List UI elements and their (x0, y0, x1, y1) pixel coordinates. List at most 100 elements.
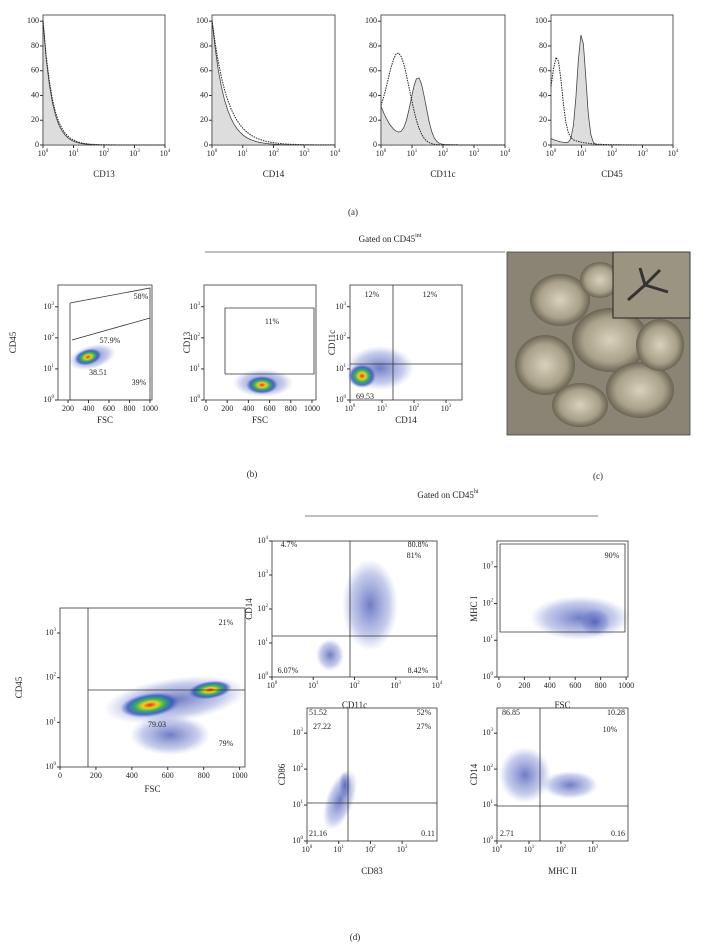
tick-label: 103 (397, 845, 408, 854)
tick-exp: 3 (477, 149, 480, 154)
density-cloud (74, 348, 102, 366)
tick-label: 101 (576, 149, 587, 158)
tick-exp: 2 (52, 333, 55, 338)
tick-base: 10 (268, 149, 276, 158)
tick-label: 103 (299, 149, 310, 158)
tick-base: 10 (44, 302, 52, 311)
tick-base: 10 (365, 845, 373, 854)
tick-exp: 1 (341, 845, 344, 850)
tick-label: 200 (518, 681, 530, 690)
tick-base: 10 (637, 149, 645, 158)
tick-label: 60 (369, 66, 377, 75)
tick-exp: 2 (266, 604, 269, 609)
tick-label: 102 (438, 149, 449, 158)
tick-exp: 1 (76, 149, 79, 154)
tick-label: 80 (369, 41, 377, 50)
tick-label: 80 (539, 41, 547, 50)
tick-exp: 2 (491, 764, 494, 769)
y-axis-label: CD86 (277, 763, 287, 785)
tick-label: 100 (293, 836, 304, 845)
tick-label: 101 (377, 404, 388, 413)
tick-exp: 3 (596, 845, 599, 850)
tick-label: 103 (483, 562, 494, 571)
tick-base: 10 (293, 836, 301, 845)
tick-label: 80 (200, 41, 208, 50)
tick-label: 1000 (142, 404, 158, 413)
histogram-line (380, 52, 505, 146)
tick-label: 0 (204, 140, 208, 149)
tick-exp: 1 (54, 717, 57, 722)
tick-exp: 3 (307, 149, 310, 154)
gate-percent: 0.16 (611, 829, 625, 838)
tick-label: 100 (190, 395, 201, 404)
tick-base: 10 (190, 333, 198, 342)
tick-base: 10 (397, 845, 405, 854)
gate-percent: 81% (407, 551, 422, 560)
tick-label: 102 (483, 764, 494, 773)
density-cloud (499, 747, 551, 803)
tick-exp: 0 (52, 395, 55, 400)
gate-line (499, 543, 626, 633)
tick-label: 102 (44, 333, 55, 342)
histogram-line (211, 20, 336, 146)
tick-label: 101 (293, 800, 304, 809)
tick-label: 102 (190, 333, 201, 342)
gate-percent: 38.51 (89, 368, 107, 377)
tick-label: 103 (483, 728, 494, 737)
tick-base: 10 (524, 845, 532, 854)
tick-label: 20 (200, 115, 208, 124)
tick-label: 103 (190, 302, 201, 311)
x-axis-label: CD83 (361, 866, 383, 876)
tick-exp: 1 (415, 149, 418, 154)
gate-percent: 39% (132, 378, 147, 387)
tick-exp: 0 (301, 836, 304, 841)
tick-label: 102 (336, 333, 347, 342)
tick-base: 10 (438, 149, 446, 158)
tick-base: 10 (409, 404, 417, 413)
tick-label: 102 (483, 598, 494, 607)
panel-label: (a) (348, 207, 358, 217)
tick-label: 103 (293, 728, 304, 737)
panel-label: (d) (350, 932, 361, 942)
density-cloud (130, 715, 210, 755)
x-axis-label: FSC (252, 415, 268, 425)
gate-percent: 79% (219, 739, 234, 748)
y-axis-label: CD11c (327, 330, 337, 355)
panel-label: (c) (593, 471, 603, 481)
tick-label: 80 (31, 41, 39, 50)
tick-exp: 3 (54, 628, 57, 633)
tick-exp: 4 (440, 681, 443, 686)
tick-exp: 1 (301, 800, 304, 805)
gate-percent: 80.8% (408, 540, 429, 549)
tick-label: 103 (588, 845, 599, 854)
tick-label: 100 (207, 149, 218, 158)
tick-exp: 4 (676, 149, 679, 154)
tick-label: 100 (483, 672, 494, 681)
x-axis-label: FSC (97, 415, 113, 425)
x-axis-label: CD13 (93, 169, 115, 179)
x-axis-label: CD11c (342, 700, 367, 710)
tick-label: 60 (539, 66, 547, 75)
tick-base: 10 (483, 672, 491, 681)
tick-label: 400 (126, 771, 138, 780)
tick-exp: 1 (344, 364, 347, 369)
tick-exp: 3 (137, 149, 140, 154)
tick-base: 10 (293, 764, 301, 773)
tick-base: 10 (483, 836, 491, 845)
tick-label: 104 (500, 149, 511, 158)
tick-label: 1000 (232, 771, 248, 780)
tick-exp: 1 (316, 681, 319, 686)
tick-label: 100 (258, 672, 269, 681)
tick-exp: 4 (266, 536, 269, 541)
plot-frame (203, 284, 317, 401)
density-cloud (348, 364, 376, 388)
tick-label: 200 (62, 404, 74, 413)
tick-label: 100 (546, 149, 557, 158)
density-cloud (322, 769, 358, 831)
tick-base: 10 (238, 149, 246, 158)
tick-label: 104 (668, 149, 679, 158)
gate-percent: 27% (417, 722, 432, 731)
gate-percent: 10% (603, 725, 618, 734)
tick-label: 100 (483, 836, 494, 845)
tick-label: 101 (258, 638, 269, 647)
